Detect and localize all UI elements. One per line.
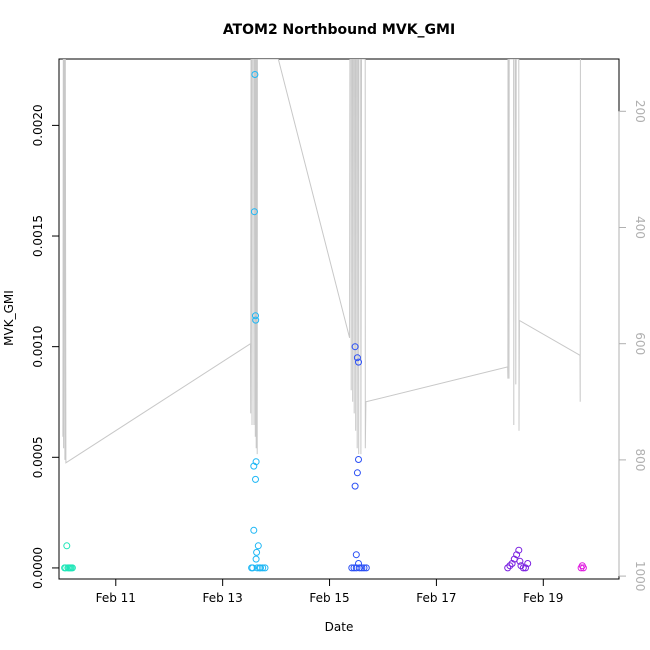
y2-tick-label: 400 <box>633 216 647 239</box>
data-point <box>252 312 259 320</box>
data-point <box>261 564 269 572</box>
data-point <box>504 564 512 572</box>
data-point <box>579 564 587 572</box>
data-point <box>355 358 362 366</box>
data-point <box>259 564 267 572</box>
y-tick-label: 0.0005 <box>31 436 45 478</box>
data-point <box>515 546 523 554</box>
data-point <box>252 475 259 483</box>
y2-tick-label: 200 <box>633 100 647 123</box>
data-point <box>356 564 364 572</box>
data-point <box>522 564 529 572</box>
data-point <box>351 343 359 351</box>
data-point <box>254 542 262 550</box>
data-point <box>362 564 370 572</box>
data-point <box>348 564 356 572</box>
data-point <box>252 555 260 563</box>
plot-frame <box>58 58 620 580</box>
data-point <box>524 560 532 567</box>
x-axis-label: Date <box>325 620 354 634</box>
data-point <box>252 458 260 466</box>
data-point <box>68 564 76 572</box>
y2-tick-label: 600 <box>633 332 647 355</box>
y-tick-label: 0.0020 <box>31 104 45 146</box>
data-point <box>508 560 516 567</box>
data-point <box>353 354 361 362</box>
altitude-line <box>62 59 581 464</box>
y-tick-label: 0.0000 <box>31 547 45 589</box>
data-point <box>352 551 360 559</box>
data-point <box>249 564 257 572</box>
data-point <box>355 560 362 567</box>
data-point <box>253 548 261 556</box>
x-tick-label: Feb 19 <box>523 591 563 605</box>
y2-axis: 200 400 600 800 1000 <box>618 100 647 592</box>
data-point <box>257 564 264 572</box>
data-point <box>355 456 362 463</box>
chart-title: ATOM2 Northbound MVK_GMI <box>223 22 455 38</box>
data-point <box>516 557 524 565</box>
y-tick-label: 0.0010 <box>31 326 45 368</box>
altitude-layer <box>62 59 581 464</box>
data-point <box>358 564 366 572</box>
data-point <box>506 562 514 570</box>
x-tick-label: Feb 15 <box>309 591 349 605</box>
y-axis-label: MVK_GMI <box>2 290 16 346</box>
data-point <box>353 469 361 477</box>
data-point <box>360 564 368 572</box>
x-tick-label: Feb 13 <box>202 591 242 605</box>
data-point <box>519 564 527 572</box>
data-point <box>250 208 258 216</box>
data-point <box>252 316 260 324</box>
data-point <box>250 526 258 534</box>
y2-tick-label: 800 <box>633 448 647 471</box>
y-tick-label: 0.0015 <box>31 215 45 257</box>
data-point <box>63 542 71 550</box>
data-point <box>251 71 259 78</box>
x-axis: Feb 11 Feb 13 Feb 15 Feb 17 Feb 19 <box>96 578 563 605</box>
x-tick-label: Feb 17 <box>416 591 456 605</box>
y-axis: 0.0000 0.0005 0.0010 0.0015 0.0020 <box>31 104 60 589</box>
data-point <box>351 482 359 490</box>
x-tick-label: Feb 11 <box>96 591 136 605</box>
points-layer <box>61 71 587 572</box>
y2-tick-label: 1000 <box>633 561 647 592</box>
